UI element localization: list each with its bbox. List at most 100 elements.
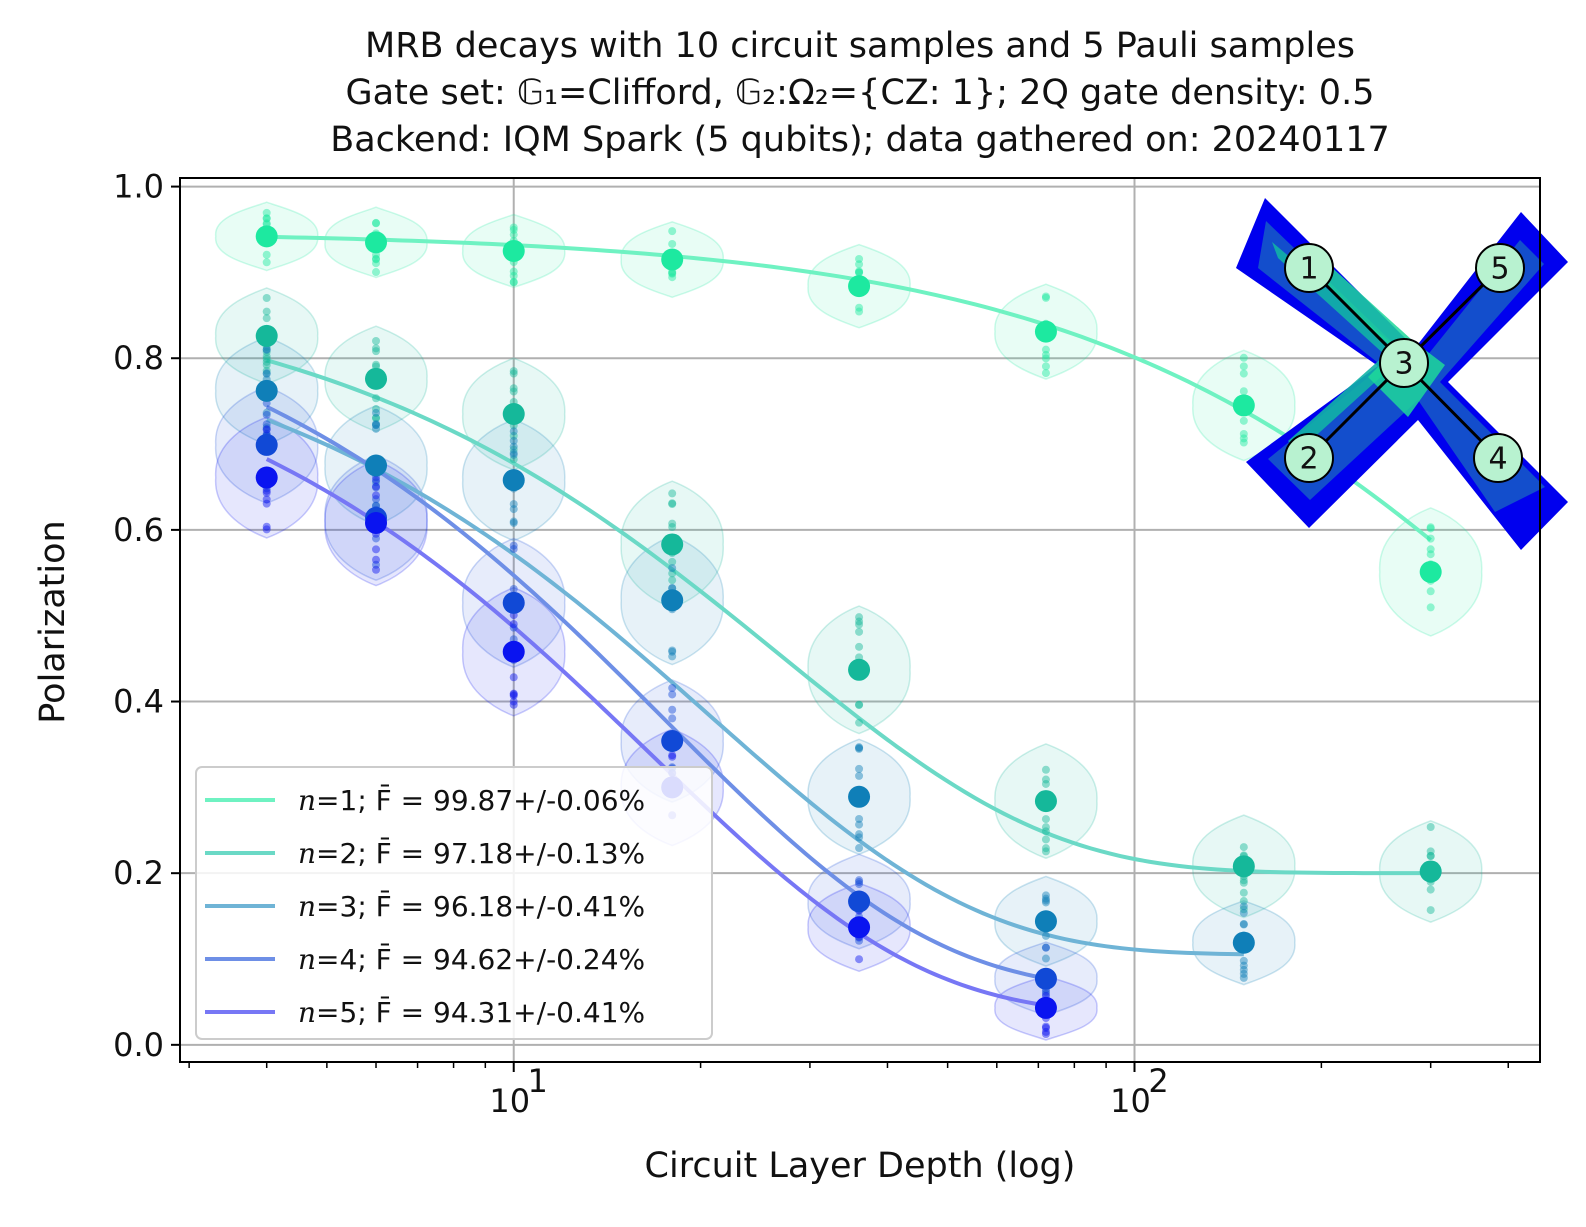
sample-point-s2-d36-2 bbox=[855, 617, 864, 626]
sample-point-s3-d150-2 bbox=[1239, 969, 1248, 978]
x-axis-label: Circuit Layer Depth (log) bbox=[645, 1146, 1076, 1186]
qubit-node-1 bbox=[1284, 243, 1334, 293]
sample-point-s3-d10-4 bbox=[509, 500, 518, 509]
sample-point-s2-d6-0 bbox=[372, 337, 381, 346]
sample-point-s1-d150-1 bbox=[1239, 434, 1248, 443]
sample-point-s3-d72-5 bbox=[1041, 954, 1050, 963]
qubit-node-5 bbox=[1475, 243, 1525, 293]
sample-point-s2-d150-9 bbox=[1239, 878, 1248, 887]
sample-point-s2-d4-3 bbox=[262, 352, 271, 361]
mean-point-n2-d6 bbox=[365, 367, 388, 390]
sample-point-s5-d10-2 bbox=[509, 673, 518, 682]
sample-point-s2-d10-8 bbox=[509, 387, 518, 396]
qubit-node-3 bbox=[1379, 338, 1429, 388]
sample-point-s2-d36-4 bbox=[855, 642, 864, 651]
sample-point-s4-d10-3 bbox=[509, 623, 518, 632]
sample-point-s1-d4-8 bbox=[262, 208, 271, 217]
sample-point-s3-d150-4 bbox=[1239, 973, 1248, 982]
sample-point-s4-d36-2 bbox=[855, 936, 864, 945]
sample-point-s2-d150-4 bbox=[1239, 897, 1248, 906]
sample-point-s1-d36-1 bbox=[855, 303, 864, 312]
sample-point-s5-d4-3 bbox=[262, 499, 271, 508]
x-tick-exponent-1: 2 bbox=[1148, 1062, 1168, 1100]
y-tick-label-5: 1.0 bbox=[113, 168, 164, 206]
sample-point-s4-d6-0 bbox=[372, 560, 381, 569]
title-line-2: Gate set: 𝔾₁=Clifford, 𝔾₂:Ω₂={CZ: 1}; 2Q… bbox=[346, 73, 1375, 113]
sample-point-s2-d4-1 bbox=[262, 314, 271, 323]
sample-point-s1-d36-6 bbox=[855, 307, 864, 316]
fit-line-n3 bbox=[265, 417, 1244, 957]
sample-point-s4-d6-6 bbox=[372, 483, 381, 492]
sample-point-s3-d6-0 bbox=[372, 408, 381, 417]
sample-point-s5-d72-3 bbox=[1041, 1027, 1050, 1036]
mean-point-n2-d4 bbox=[255, 324, 278, 347]
sample-point-s4-d36-5 bbox=[855, 878, 864, 887]
sample-point-s1-d18-6 bbox=[668, 268, 677, 277]
sample-point-s1-d72-7 bbox=[1041, 369, 1050, 378]
mean-point-n1-d10 bbox=[502, 239, 525, 262]
sample-point-s1-d72-6 bbox=[1041, 293, 1050, 302]
mean-point-n3-d36 bbox=[848, 785, 871, 808]
sample-point-s2-d6-6 bbox=[372, 394, 381, 403]
mean-point-n1-d150 bbox=[1232, 394, 1255, 417]
sample-point-s4-d72-0 bbox=[1041, 987, 1050, 996]
qubit-label-1: 1 bbox=[1299, 252, 1318, 287]
qubit-label-2: 2 bbox=[1299, 442, 1318, 477]
sample-point-s2-d4-4 bbox=[262, 293, 271, 302]
sample-point-s2-d4-0 bbox=[262, 347, 271, 356]
sample-point-s3-d150-7 bbox=[1239, 965, 1248, 974]
sample-point-s1-d300-5 bbox=[1426, 550, 1435, 559]
sample-point-s3-d6-2 bbox=[372, 420, 381, 429]
legend-label-n3: n=3; F̄ = 96.18+/-0.41% bbox=[298, 889, 645, 923]
title-line-1: MRB decays with 10 circuit samples and 5… bbox=[365, 26, 1355, 66]
sample-point-s2-d10-7 bbox=[509, 384, 518, 393]
sample-point-s4-d72-5 bbox=[1041, 989, 1050, 998]
sample-point-s2-d36-9 bbox=[855, 627, 864, 636]
mean-point-n3-d72 bbox=[1034, 910, 1057, 933]
sample-point-s3-d72-9 bbox=[1041, 891, 1050, 900]
mean-point-n2-d10 bbox=[502, 403, 525, 426]
sample-point-s4-d4-7 bbox=[262, 425, 271, 434]
y-tick-label-3: 0.6 bbox=[113, 511, 164, 549]
mean-point-n5-d36 bbox=[848, 916, 871, 939]
sample-point-s2-d300-5 bbox=[1426, 885, 1435, 894]
sample-point-s2-d6-9 bbox=[372, 344, 381, 353]
mean-point-n4-d36 bbox=[848, 890, 871, 913]
sample-point-s3-d10-6 bbox=[509, 505, 518, 514]
sample-point-s1-d6-1 bbox=[372, 259, 381, 268]
mean-point-n1-d36 bbox=[848, 275, 871, 298]
sample-point-s2-d36-3 bbox=[855, 613, 864, 622]
sample-point-s5-d4-4 bbox=[262, 425, 271, 434]
sample-point-s2-d72-3 bbox=[1041, 835, 1050, 844]
sample-point-s2-d6-2 bbox=[372, 413, 381, 422]
sample-point-s1-d150-7 bbox=[1239, 387, 1248, 396]
sample-point-s1-d6-3 bbox=[372, 268, 381, 277]
sample-point-s1-d36-0 bbox=[855, 268, 864, 277]
sample-point-s2-d36-0 bbox=[855, 620, 864, 629]
mean-point-n3-d4 bbox=[255, 379, 278, 402]
sample-point-s2-d72-4 bbox=[1041, 847, 1050, 856]
sample-point-s3-d10-1 bbox=[509, 442, 518, 451]
sample-point-s4-d6-3 bbox=[372, 534, 381, 543]
sample-point-s4-d6-2 bbox=[372, 495, 381, 504]
sample-point-s2-d72-6 bbox=[1041, 775, 1050, 784]
sample-point-s5-d72-6 bbox=[1041, 1024, 1050, 1033]
y-tick-label-2: 0.4 bbox=[113, 683, 164, 721]
sample-point-s2-d10-6 bbox=[509, 431, 518, 440]
sample-point-s2-d300-2 bbox=[1426, 906, 1435, 915]
sample-point-s3-d10-5 bbox=[509, 517, 518, 526]
sample-point-s4-d18-6 bbox=[668, 683, 677, 692]
y-axis-label: Polarization bbox=[33, 520, 73, 723]
sample-point-s3-d10-7 bbox=[509, 436, 518, 445]
sample-point-s3-d150-1 bbox=[1239, 956, 1248, 965]
sample-point-s1-d300-3 bbox=[1426, 587, 1435, 596]
sample-point-s3-d6-4 bbox=[372, 421, 381, 430]
sample-point-s3-d4-3 bbox=[262, 345, 271, 354]
sample-point-s1-d10-9 bbox=[509, 278, 518, 287]
sample-point-s1-d18-8 bbox=[668, 227, 677, 236]
sample-point-s2-d10-0 bbox=[509, 369, 518, 378]
sample-point-s5-d36-2 bbox=[855, 955, 864, 964]
sample-point-s5-d6-0 bbox=[372, 555, 381, 564]
